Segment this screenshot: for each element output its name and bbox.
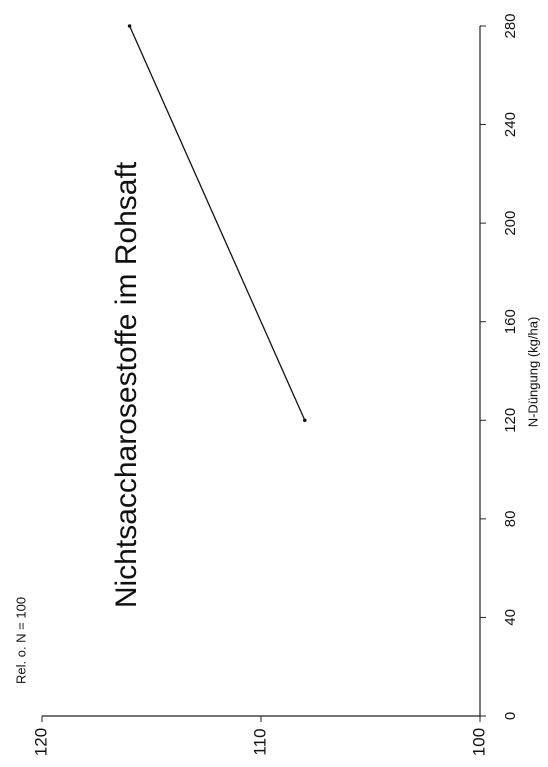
axes-group: 0 40 80 120 160 200 240 280 100 110 120 [31,13,518,756]
x-tick-label: 80 [502,511,519,528]
x-axis-label: N-Düngung (kg/ha) [525,317,540,428]
x-tick-label: 240 [502,112,519,137]
y-tick-label: 110 [250,728,269,755]
x-tick-label: 40 [502,609,519,626]
x-tick-label: 120 [502,408,519,433]
y-axis-label: Rel. o. N = 100 [13,597,28,684]
labels-group: Nichtsaccharosestoffe im Rohsaft N-Düngun… [13,161,540,684]
x-tick-label: 160 [502,309,519,334]
x-tick-label: 0 [502,712,519,720]
y-tick-label: 100 [469,728,488,756]
y-tick-label: 120 [31,728,50,756]
series-line [129,25,306,421]
x-tick-label: 280 [502,13,519,38]
data-point [303,418,307,423]
chart-title: Nichtsaccharosestoffe im Rohsaft [110,161,143,608]
data-point [127,24,132,28]
x-tick-label: 200 [502,211,519,236]
series-group [127,24,307,423]
